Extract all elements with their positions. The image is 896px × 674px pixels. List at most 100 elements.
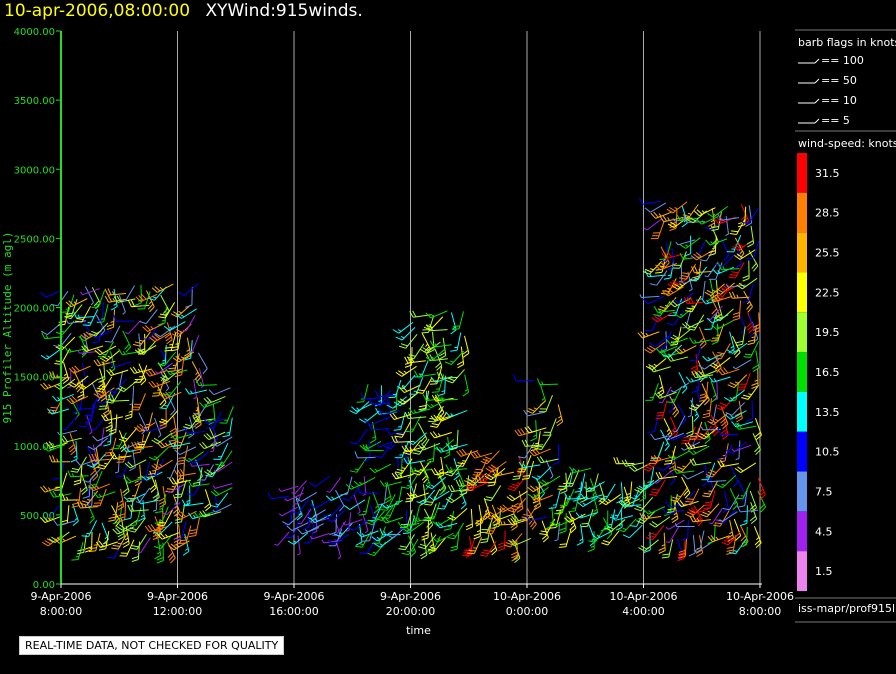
wind-barb	[749, 490, 757, 513]
wind-barb	[687, 445, 710, 456]
wind-barb	[752, 350, 760, 373]
wind-barb	[374, 536, 395, 548]
wind-barb	[694, 386, 701, 409]
wind-barb	[70, 441, 78, 463]
wind-barb	[656, 458, 678, 472]
wind-barb	[151, 378, 165, 397]
wind-barb	[445, 410, 468, 418]
wind-barb	[198, 368, 205, 389]
wind-barb	[122, 526, 130, 548]
x-tick-date: 10-Apr-2006	[493, 590, 561, 603]
wind-barb	[551, 518, 574, 527]
wind-barb	[665, 526, 680, 543]
wind-barb	[462, 538, 476, 557]
barb-legend-flag	[814, 78, 820, 84]
wind-barb	[174, 521, 187, 540]
wind-barb	[181, 499, 204, 507]
wind-barb	[674, 305, 695, 319]
wind-barb	[152, 521, 173, 536]
wind-barb	[358, 410, 380, 423]
y-tick-label: 0.00	[33, 580, 55, 591]
wind-barb	[373, 389, 391, 406]
wind-barb	[167, 541, 176, 564]
wind-barb	[677, 540, 686, 562]
wind-barb	[645, 314, 660, 332]
speed-legend-swatch	[797, 232, 807, 273]
wind-barb	[423, 508, 434, 531]
wind-barb	[187, 479, 204, 496]
wind-barb	[599, 494, 621, 506]
wind-barb	[214, 461, 233, 473]
wind-barb	[291, 498, 310, 514]
wind-barb	[127, 504, 149, 512]
speed-legend-swatch	[797, 511, 807, 552]
wind-barb	[666, 493, 678, 514]
wind-barb	[362, 476, 367, 497]
wind-barb	[43, 444, 66, 452]
wind-barb	[278, 485, 299, 492]
wind-barb	[721, 531, 741, 546]
wind-barb	[104, 325, 121, 343]
wind-barb	[209, 422, 219, 445]
wind-barb	[743, 290, 753, 313]
barb-legend-label: == 10	[821, 94, 857, 107]
wind-barb	[511, 514, 534, 523]
wind-barb	[93, 491, 116, 499]
wind-barb	[84, 286, 94, 306]
x-tick-date: 9-Apr-2006	[263, 590, 324, 603]
wind-barb	[673, 292, 695, 304]
wind-barb	[729, 218, 746, 235]
wind-barb	[293, 487, 305, 505]
wind-barb	[108, 378, 127, 393]
chart-header: 10-apr-2006,08:00:00 XYWind:915winds.	[4, 1, 363, 23]
wind-barb	[166, 393, 176, 416]
wind-barb	[326, 477, 341, 493]
wind-barb	[702, 480, 719, 498]
wind-barb	[175, 425, 196, 432]
wind-barb	[447, 522, 464, 540]
wind-barb	[642, 457, 662, 472]
wind-barb	[54, 378, 76, 391]
wind-barb	[76, 534, 87, 555]
wind-barb	[443, 510, 455, 531]
wind-barb	[710, 293, 733, 303]
wind-barb	[429, 340, 452, 348]
wind-barb	[50, 290, 69, 307]
wind-barb	[111, 533, 128, 550]
wind-barb	[512, 374, 534, 382]
wind-barb	[133, 365, 148, 383]
wind-barb	[363, 440, 371, 463]
wind-barb	[151, 432, 173, 445]
wind-barb	[118, 348, 140, 356]
wind-barb	[658, 331, 672, 349]
wind-barb	[444, 461, 464, 477]
wind-barb	[58, 493, 80, 501]
wind-barb	[127, 299, 150, 308]
wind-barb	[728, 331, 735, 354]
wind-barb	[667, 277, 689, 289]
wind-barb	[475, 504, 483, 527]
wind-barb	[707, 205, 729, 218]
wind-barb	[527, 486, 549, 499]
wind-barb	[40, 289, 63, 298]
wind-barb	[575, 512, 598, 519]
wind-barb	[88, 487, 94, 508]
wind-barb	[713, 308, 734, 322]
wind-barb	[106, 368, 129, 376]
wind-barb	[334, 489, 345, 512]
wind-barb	[379, 480, 402, 487]
wind-barb	[193, 510, 216, 518]
speed-legend-label: 31.5	[815, 167, 840, 180]
chart-title: XYWind:915winds.	[205, 1, 363, 21]
wind-barb	[661, 539, 674, 559]
wind-barb	[689, 342, 703, 361]
wind-barb	[418, 390, 430, 411]
wind-barb	[746, 225, 755, 248]
wind-barb	[183, 426, 206, 434]
wind-barb	[668, 298, 683, 317]
wind-barb	[731, 444, 752, 452]
wind-barb	[674, 523, 695, 527]
wind-barb	[193, 379, 197, 400]
wind-barb	[157, 386, 167, 408]
x-tick-date: 10-Apr-2006	[726, 590, 794, 603]
